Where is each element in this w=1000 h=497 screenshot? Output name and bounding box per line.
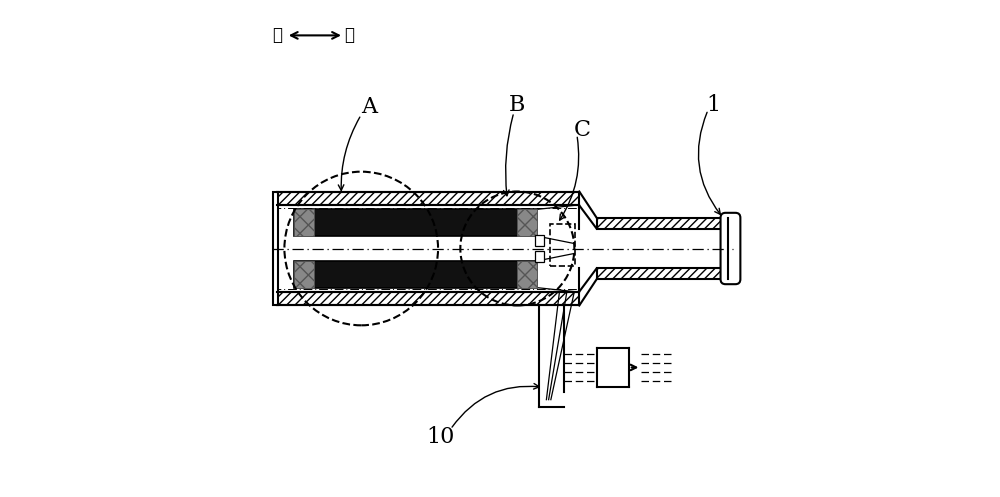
Text: 10: 10	[426, 426, 455, 448]
Text: C: C	[573, 119, 590, 141]
Bar	[294, 209, 537, 236]
Bar	[277, 292, 579, 306]
Bar	[550, 224, 575, 266]
Bar	[294, 261, 537, 288]
Bar	[273, 191, 278, 306]
Text: A: A	[361, 96, 377, 118]
Bar	[294, 209, 314, 236]
Bar	[277, 191, 579, 205]
Bar	[535, 251, 544, 262]
Bar	[517, 209, 537, 236]
Bar	[597, 268, 728, 279]
Bar	[597, 218, 728, 229]
Bar	[294, 261, 314, 288]
FancyBboxPatch shape	[721, 213, 740, 284]
Text: 1: 1	[706, 94, 720, 116]
Bar	[535, 235, 544, 246]
Text: 后: 后	[344, 26, 354, 44]
Text: 前: 前	[272, 26, 282, 44]
Bar	[517, 261, 537, 288]
Text: B: B	[509, 94, 526, 116]
